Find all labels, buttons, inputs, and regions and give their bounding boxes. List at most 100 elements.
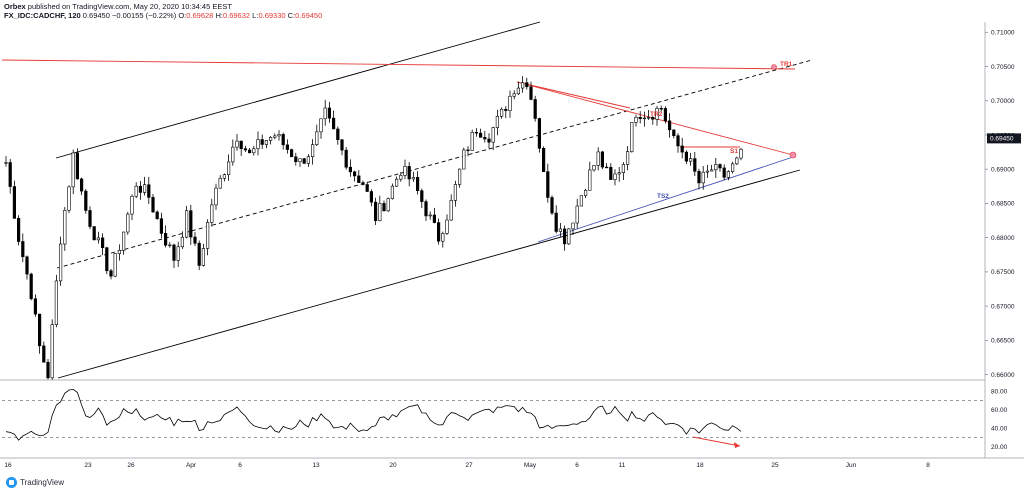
price-tick-label: 0.67000 <box>991 303 1015 310</box>
price-tick-label: 0.68000 <box>991 235 1015 242</box>
close-label: C: <box>287 11 296 20</box>
rsi-axis[interactable]: 80.00 60.00 40.00 20.00 <box>991 389 1008 452</box>
candle-body <box>693 158 697 172</box>
time-tick-label: 13 <box>312 462 320 469</box>
candle-body <box>445 219 449 234</box>
candle-body <box>268 137 273 141</box>
symbol-label[interactable]: FX_IDC:CADCHF, 120 <box>4 11 81 20</box>
trend-drawings[interactable] <box>1 21 813 379</box>
price-tick-label: 0.69000 <box>991 166 1015 173</box>
candle-body <box>495 115 500 128</box>
time-tick-label: Jun <box>846 462 857 469</box>
candle-body <box>126 213 130 233</box>
candle-body <box>739 148 743 159</box>
channel-lower-line[interactable] <box>57 169 801 379</box>
candle-body <box>659 108 663 110</box>
candle-body <box>210 204 214 223</box>
published-text: published on TradingView.com, May 20, 20… <box>25 2 232 11</box>
candle-body <box>285 144 290 150</box>
channel-upper-line[interactable] <box>55 21 541 159</box>
candle-body <box>508 95 512 111</box>
candle-body <box>122 231 126 251</box>
candle-body <box>663 108 667 122</box>
candle-body <box>411 176 416 180</box>
time-tick-label: 16 <box>4 462 12 469</box>
candle-body <box>680 145 684 153</box>
candle-body <box>361 182 365 185</box>
candle-body <box>151 197 155 213</box>
tr2-marker[interactable] <box>789 151 797 159</box>
candle-body <box>516 87 520 95</box>
candle-body <box>214 187 218 206</box>
tr1-marker[interactable] <box>771 64 777 70</box>
candle-body <box>441 233 445 242</box>
candle-body <box>709 169 714 172</box>
price-tick-label: 0.70000 <box>991 98 1015 105</box>
candle-body <box>428 214 432 217</box>
price-axis[interactable]: 0.710000.705000.700000.695000.690000.685… <box>985 30 1015 379</box>
candle-body <box>54 280 58 325</box>
time-tick-label: May <box>524 462 537 469</box>
candle-body <box>646 117 651 119</box>
open-value: 0.69628 <box>186 11 214 20</box>
ts2-label: TS2 <box>657 193 669 200</box>
time-tick-label: 25 <box>771 462 779 469</box>
current-price-text: 0.69450 <box>990 136 1014 143</box>
time-axis[interactable]: 16 23 26 Apr 6 13 20 27 May 6 11 18 25 Jun 8 <box>4 462 930 469</box>
candle-body <box>378 203 382 221</box>
candle-body <box>403 166 407 176</box>
candle-body <box>625 151 630 165</box>
candle-body <box>29 273 33 300</box>
candle-body <box>336 128 340 140</box>
candle-body <box>105 247 109 272</box>
time-tick-label: 23 <box>84 462 92 469</box>
candle-body <box>726 171 730 178</box>
rsi-tick-label: 20.00 <box>991 444 1008 451</box>
candle-body <box>109 270 113 277</box>
tr1-line[interactable] <box>1 59 796 70</box>
candle-body <box>562 228 567 245</box>
candle-body <box>352 171 357 177</box>
open-label: O: <box>178 11 187 20</box>
candle-body <box>462 149 466 170</box>
ts2-line[interactable] <box>537 156 794 243</box>
candle-body <box>101 237 105 248</box>
tr2-upper-seg[interactable] <box>516 81 631 109</box>
candle-body <box>407 166 411 180</box>
candle-body <box>277 134 281 137</box>
candle-body <box>340 139 344 151</box>
tradingview-footer[interactable]: TradingView <box>6 477 64 488</box>
candle-body <box>189 210 193 238</box>
candle-body <box>382 203 386 212</box>
published-info: Orbex published on TradingView.com, May … <box>4 2 232 11</box>
tr2-line[interactable] <box>516 81 794 156</box>
candle-body <box>331 117 336 130</box>
candle-body <box>718 164 722 169</box>
candle-body <box>701 171 705 184</box>
candle-body <box>466 149 470 152</box>
candle-body <box>348 166 353 173</box>
candle-body <box>369 191 374 203</box>
candle-body <box>63 209 67 245</box>
candle-body <box>310 144 315 157</box>
candle-body <box>529 86 533 100</box>
candle-body <box>688 158 693 162</box>
candle-body <box>642 117 646 120</box>
low-label: L: <box>252 11 259 20</box>
close-value: 0.69450 <box>295 11 323 20</box>
channel-mid-line[interactable] <box>56 59 813 269</box>
candle-body <box>8 162 12 187</box>
candle-body <box>37 313 42 347</box>
candle-body <box>722 167 726 178</box>
candle-body <box>457 168 462 185</box>
candle-body <box>315 131 319 145</box>
price-tick-label: 0.66000 <box>991 372 1015 379</box>
candle-body <box>16 218 21 242</box>
price-change: −0.00155 (−0.22%) <box>112 11 177 20</box>
candle-body <box>172 244 176 261</box>
candle-body <box>705 170 709 173</box>
candle-body <box>546 171 550 198</box>
candle-body <box>386 198 390 212</box>
candle-body <box>176 246 180 261</box>
